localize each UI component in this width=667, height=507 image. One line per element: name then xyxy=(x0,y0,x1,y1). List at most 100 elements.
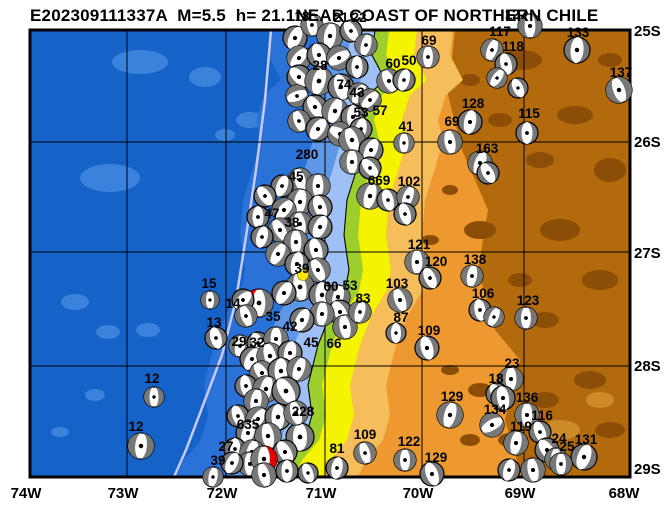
longitude-axis-label: 74W xyxy=(11,485,43,502)
beachball-axis-dot xyxy=(297,119,301,123)
beachball-axis-dot xyxy=(277,227,283,233)
beachball-label: 131 xyxy=(575,432,598,447)
beachball-axis-dot xyxy=(256,341,260,345)
beachball-axis-dot xyxy=(319,292,325,298)
beachball-axis-dot xyxy=(368,166,372,170)
latitude-axis-label: 28S xyxy=(634,358,661,375)
focal-mechanism-beachball xyxy=(204,326,228,350)
ocean-shallow-patch xyxy=(136,323,160,337)
plot-title-event: E202309111337A M=5.5 h= 21.1 xyxy=(30,6,296,25)
beachball-label: 53 xyxy=(342,278,358,293)
ocean-shallow-patch xyxy=(61,294,89,310)
beachball-axis-dot xyxy=(424,345,430,351)
highland-patch xyxy=(531,312,559,328)
beachball-axis-dot xyxy=(312,104,318,110)
beachball-axis-dot xyxy=(265,433,271,439)
beachball-axis-dot xyxy=(214,336,218,340)
beachball-axis-dot xyxy=(336,55,342,61)
beachball-axis-dot xyxy=(244,314,248,318)
beachball-label: 228 xyxy=(292,404,315,419)
beachball-axis-dot xyxy=(316,78,322,84)
beachball-label: 133 xyxy=(567,25,590,40)
beachball-axis-dot xyxy=(256,215,260,219)
focal-mechanism-beachball xyxy=(348,300,372,324)
beachball-axis-dot xyxy=(238,344,242,348)
highland-patch xyxy=(557,106,593,124)
beachball-axis-dot xyxy=(332,108,338,114)
beachball-axis-dot xyxy=(429,471,435,477)
beachball-label: 81 xyxy=(329,441,345,456)
focal-mechanism-beachball xyxy=(419,461,445,487)
focal-mechanism-beachball xyxy=(486,67,508,89)
beachball-axis-dot xyxy=(287,350,293,356)
highland-patch xyxy=(441,365,459,375)
beachball-axis-dot xyxy=(313,247,319,253)
beachball-axis-dot xyxy=(296,366,302,372)
beachball-label: 116 xyxy=(531,408,553,423)
focal-mechanism-beachball xyxy=(358,88,382,112)
focal-mechanism-beachball xyxy=(563,36,591,64)
beachball-label: 83 xyxy=(355,291,371,306)
focal-mechanism-beachball xyxy=(283,400,309,426)
beachball-axis-dot xyxy=(297,434,303,440)
beachball-axis-dot xyxy=(244,384,248,388)
beachball-label: 47 xyxy=(264,206,279,221)
beachball-axis-dot xyxy=(574,47,580,53)
focal-mechanism-beachball xyxy=(393,202,417,226)
beachball-label: 137 xyxy=(610,65,633,80)
beachball-axis-dot xyxy=(275,414,281,420)
beachball-axis-dot xyxy=(315,126,321,132)
beachball-axis-dot xyxy=(297,199,303,205)
focal-mechanism-beachball xyxy=(396,185,420,209)
highland-patch xyxy=(488,113,512,127)
beachball-axis-dot xyxy=(297,284,303,290)
longitude-axis-label: 72W xyxy=(207,485,239,502)
beachball-axis-dot xyxy=(525,131,529,135)
beachball-axis-dot xyxy=(297,221,303,227)
focal-mechanism-beachball xyxy=(282,25,308,51)
focal-mechanism-beachball xyxy=(286,356,312,382)
highland-patch xyxy=(540,219,580,241)
beachball-axis-dot xyxy=(508,376,514,382)
focal-mechanism-beachball xyxy=(271,376,301,406)
beachball-axis-dot xyxy=(256,300,262,306)
beachball-axis-dot xyxy=(267,353,273,359)
beachball-axis-dot xyxy=(337,309,343,315)
focal-mechanism-beachball xyxy=(307,214,333,240)
focal-mechanism-beachball xyxy=(549,452,573,476)
beachball-axis-dot xyxy=(233,447,237,451)
focal-mechanism-beachball xyxy=(234,304,258,328)
beachball-axis-dot xyxy=(263,386,269,392)
beachball-label: 102 xyxy=(398,174,421,189)
beachball-axis-dot xyxy=(255,416,261,422)
longitude-axis-label: 68W xyxy=(609,485,641,502)
beachball-label: 106 xyxy=(472,286,495,301)
beachball-axis-dot xyxy=(261,472,267,478)
highland-patch xyxy=(595,422,625,438)
focal-mechanism-beachball xyxy=(289,307,315,333)
focal-mechanism-beachball xyxy=(200,290,220,310)
highland-patch xyxy=(508,273,532,287)
focal-mechanism-beachball xyxy=(305,257,331,283)
beachball-label: 22 xyxy=(351,10,366,25)
focal-mechanism-beachball xyxy=(483,306,505,328)
focal-mechanism-beachball xyxy=(271,280,297,306)
plot-title: E202309111337A M=5.5 h= 21.1NEAR COAST O… xyxy=(30,6,598,26)
beachball-axis-dot xyxy=(138,443,144,449)
beachball-axis-dot xyxy=(524,316,528,320)
focal-mechanism-beachball xyxy=(517,13,543,39)
beachball-axis-dot xyxy=(230,461,234,465)
beachball-axis-dot xyxy=(263,194,267,198)
beachball-axis-dot xyxy=(386,78,392,84)
beachball-axis-dot xyxy=(275,251,281,257)
highland-patch xyxy=(526,152,554,168)
beachball-axis-dot xyxy=(386,198,390,202)
highland-patch xyxy=(460,434,480,446)
beachball-label: 18 xyxy=(294,9,310,24)
focal-mechanism-beachball xyxy=(476,161,500,185)
beachball-axis-dot xyxy=(495,76,499,80)
focal-mechanism-beachball xyxy=(285,84,309,108)
beachball-axis-dot xyxy=(492,315,496,319)
